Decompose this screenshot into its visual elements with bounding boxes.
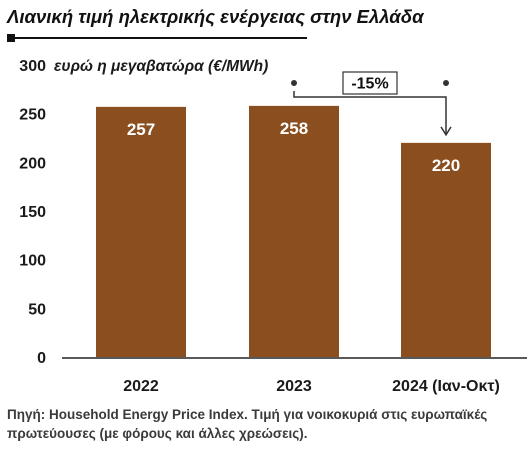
annotation-arrowhead — [440, 126, 452, 137]
y-tick-label: 300 — [19, 58, 46, 75]
annotation-start-dot — [291, 80, 297, 86]
bar-chart: 0 50 100 150 200 250 300 ευρώ η μεγαβατώρα (€/M… — [19, 58, 527, 395]
annotation-label: -15% — [351, 76, 388, 93]
y-tick-label: 0 — [37, 350, 46, 367]
y-tick-label: 250 — [19, 107, 46, 124]
annotation-box — [342, 71, 398, 95]
bar-value-label: 257 — [127, 120, 155, 139]
title-underline — [7, 37, 307, 39]
y-tick-label: 100 — [19, 253, 46, 270]
annotation-end-dot — [443, 80, 449, 86]
chart-title: Λιανική τιμή ηλεκτρικής ενέργειας στην Ε… — [7, 6, 424, 27]
x-category-label: 2022 — [123, 378, 159, 395]
bar-value-label: 220 — [432, 156, 460, 175]
bar — [401, 142, 491, 357]
y-tick-label: 50 — [28, 301, 46, 318]
y-tick-label: 150 — [19, 204, 46, 221]
x-category-label: 2024 (Ιαν-Οκτ) — [392, 378, 500, 395]
annotation-bracket — [293, 91, 447, 135]
bar-value-label: 258 — [280, 119, 308, 138]
y-tick-label: 200 — [19, 155, 46, 172]
bar — [96, 106, 186, 357]
y-axis-label: ευρώ η μεγαβατώρα (€/MWh) — [54, 58, 268, 75]
bar — [249, 105, 339, 357]
source-note: Πηγή: Household Energy Price Index. Τιμή… — [7, 407, 488, 441]
x-category-label: 2023 — [276, 378, 312, 395]
